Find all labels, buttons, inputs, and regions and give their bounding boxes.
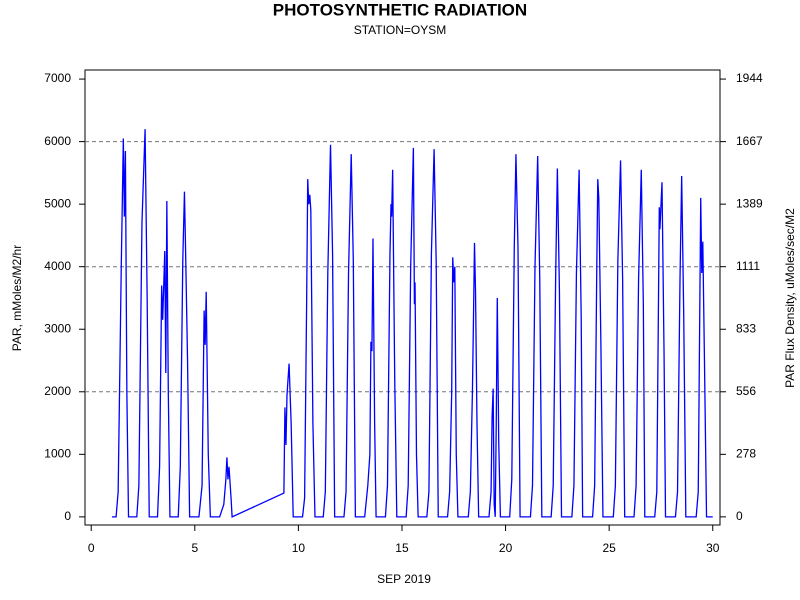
- x-tick-label: 5: [191, 541, 198, 555]
- y-tick-label: 6000: [44, 134, 71, 148]
- chart-subtitle: STATION=OYSM: [354, 23, 447, 37]
- y2-tick-label: 278: [736, 446, 756, 460]
- y-axis-label: PAR, mMoles/M2/hr: [10, 245, 24, 351]
- x-tick-label: 0: [88, 541, 95, 555]
- y-tick-label: 3000: [44, 321, 71, 335]
- y2-axis-label: PAR Flux Density, uMoles/sec/M2: [783, 208, 797, 388]
- y2-tick-label: 0: [736, 509, 743, 523]
- y-tick-label: 4000: [44, 259, 71, 273]
- y-tick-label: 7000: [44, 71, 71, 85]
- y2-tick-label: 1944: [736, 71, 763, 85]
- plot-frame: [84, 69, 721, 526]
- y2-tick-label: 1667: [736, 134, 763, 148]
- x-tick-label: 20: [499, 541, 513, 555]
- y2-tick-label: 1111: [736, 259, 760, 273]
- y-tick-label: 1000: [44, 446, 71, 460]
- y-tick-label: 2000: [44, 384, 71, 398]
- x-tick-label: 15: [395, 541, 409, 555]
- y2-tick-label: 556: [736, 384, 756, 398]
- y2-tick-label: 1389: [736, 196, 763, 210]
- chart-title: PHOTOSYNTHETIC RADIATION: [273, 0, 527, 19]
- x-tick-label: 10: [292, 541, 306, 555]
- x-axis-label: SEP 2019: [377, 572, 431, 586]
- y2-tick-label: 833: [736, 321, 756, 335]
- y-tick-label: 5000: [44, 196, 71, 210]
- x-tick-label: 25: [602, 541, 616, 555]
- data-line: [111, 129, 713, 518]
- x-tick-label: 30: [706, 541, 720, 555]
- y-tick-label: 0: [64, 509, 71, 523]
